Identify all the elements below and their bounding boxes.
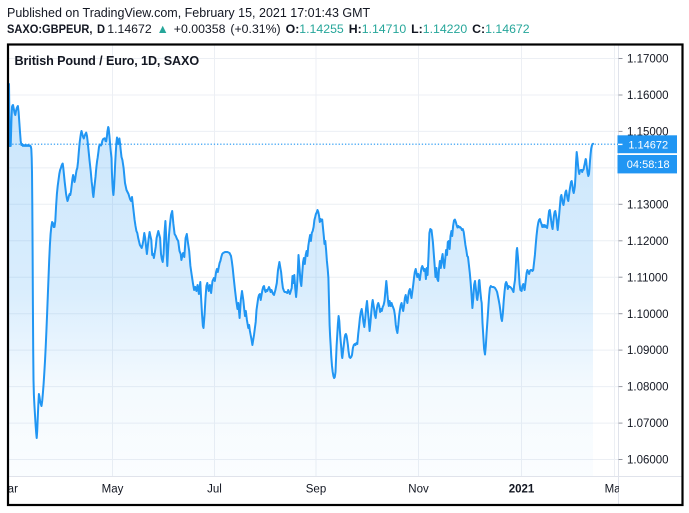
svg-text:1.16000: 1.16000 (627, 90, 669, 102)
svg-text:Nov: Nov (408, 484, 429, 496)
svg-text:Mar: Mar (0, 484, 18, 496)
svg-text:1.07000: 1.07000 (627, 418, 669, 430)
svg-text:1.09000: 1.09000 (627, 345, 669, 357)
svg-text:1.06000: 1.06000 (627, 455, 669, 467)
svg-text:1.10000: 1.10000 (627, 309, 669, 321)
svg-text:Jul: Jul (207, 484, 222, 496)
svg-text:1.12000: 1.12000 (627, 236, 669, 248)
svg-text:04:58:18: 04:58:18 (627, 159, 670, 171)
svg-text:1.11000: 1.11000 (627, 272, 668, 284)
svg-text:British Pound / Euro, 1D, SAXO: British Pound / Euro, 1D, SAXO (15, 54, 200, 68)
svg-text:1.17000: 1.17000 (627, 54, 669, 66)
svg-text:2021: 2021 (509, 484, 535, 496)
svg-text:1.14672: 1.14672 (628, 139, 668, 151)
svg-text:Mar: Mar (605, 484, 625, 496)
svg-text:1.08000: 1.08000 (627, 382, 669, 394)
svg-text:Sep: Sep (306, 484, 326, 496)
svg-text:1.13000: 1.13000 (627, 199, 669, 211)
svg-text:May: May (102, 484, 124, 496)
